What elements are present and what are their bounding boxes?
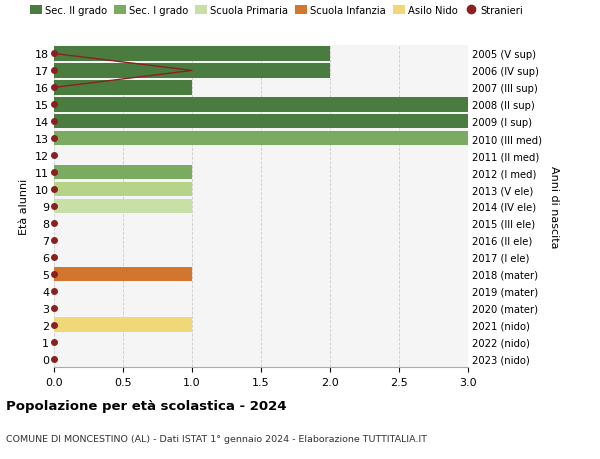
Bar <box>54 132 468 146</box>
Bar <box>54 166 192 180</box>
Y-axis label: Anni di nascita: Anni di nascita <box>549 165 559 248</box>
Bar <box>54 64 330 78</box>
Bar <box>54 182 192 197</box>
Bar <box>54 115 468 129</box>
Bar <box>54 81 192 95</box>
Bar <box>54 318 192 332</box>
Bar <box>54 267 192 281</box>
Text: COMUNE DI MONCESTINO (AL) - Dati ISTAT 1° gennaio 2024 - Elaborazione TUTTITALIA: COMUNE DI MONCESTINO (AL) - Dati ISTAT 1… <box>6 434 427 443</box>
Bar <box>54 199 192 214</box>
Text: Popolazione per età scolastica - 2024: Popolazione per età scolastica - 2024 <box>6 399 287 412</box>
Bar <box>54 98 468 112</box>
Bar <box>54 47 330 62</box>
Y-axis label: Età alunni: Età alunni <box>19 179 29 235</box>
Legend: Sec. II grado, Sec. I grado, Scuola Primaria, Scuola Infanzia, Asilo Nido, Stran: Sec. II grado, Sec. I grado, Scuola Prim… <box>30 6 523 16</box>
